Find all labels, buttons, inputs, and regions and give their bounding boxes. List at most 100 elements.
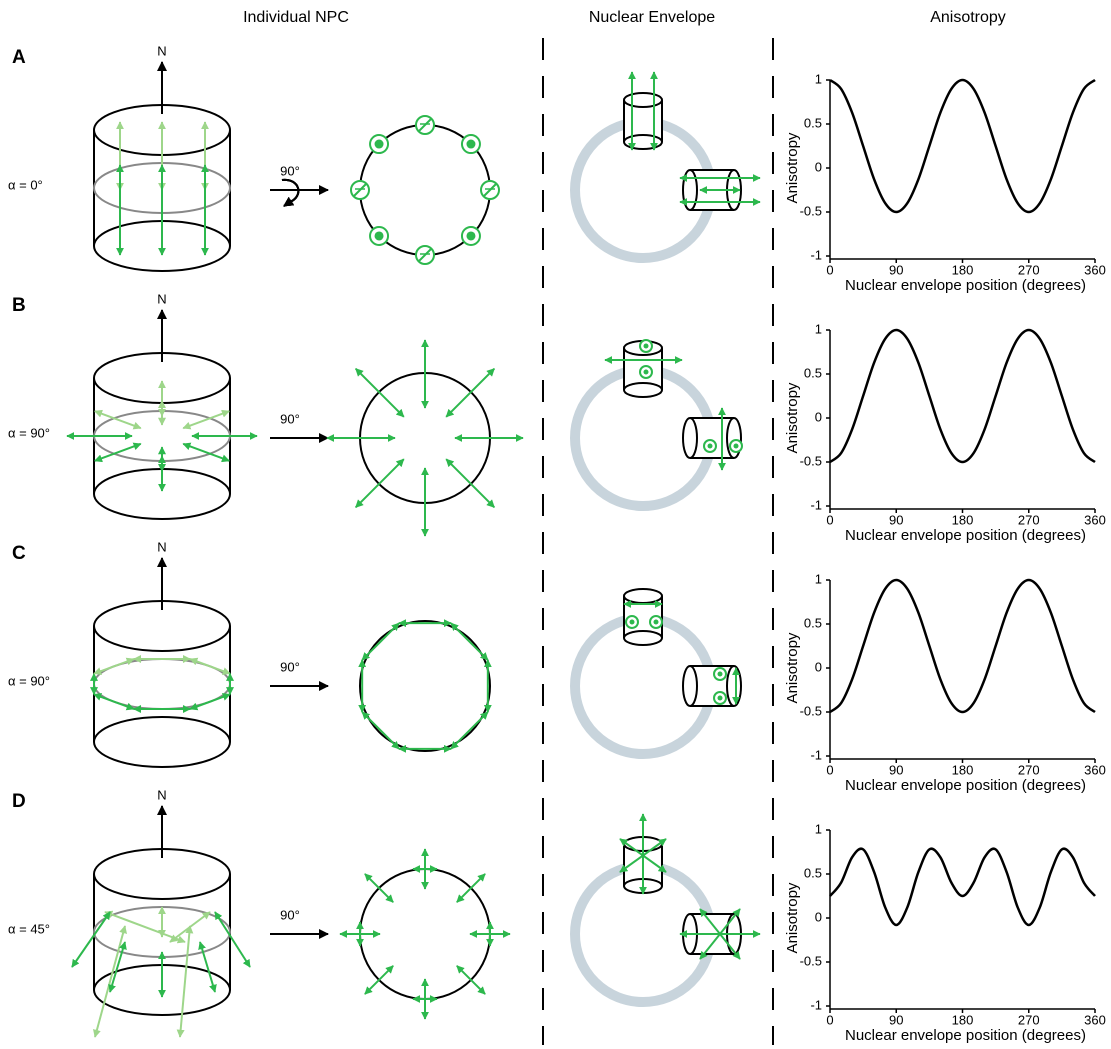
rotation-label: 90°: [280, 411, 300, 426]
north-label: N: [157, 539, 166, 554]
y-tick-label: 1: [815, 71, 822, 86]
y-tick-label: 0.5: [804, 865, 822, 880]
x-axis-label: Nuclear envelope position (degrees): [845, 277, 1086, 294]
x-tick-label: 0: [826, 1012, 833, 1027]
dipole-dot: [630, 620, 635, 625]
dipole-dot: [375, 140, 384, 149]
x-tick-label: 90: [889, 1012, 903, 1027]
dipole-dot: [718, 696, 723, 701]
y-tick-label: -0.5: [800, 703, 822, 718]
y-tick-label: -0.5: [800, 203, 822, 218]
x-tick-label: 180: [952, 512, 974, 527]
polarization-arrow: [365, 966, 393, 994]
dipole-dot: [375, 231, 384, 240]
polarization-arrow: [365, 874, 393, 902]
panel-label: B: [12, 295, 26, 316]
polarization-arrow: [215, 912, 250, 967]
dipole-dot: [654, 620, 659, 625]
polarization-arrow: [72, 912, 110, 967]
y-axis-label: Anisotropy: [784, 132, 801, 203]
polarization-arrow: [446, 459, 494, 507]
rotation-label: 90°: [280, 163, 300, 178]
polarization-arrow: [362, 623, 399, 660]
dipole-dot: [644, 370, 649, 375]
y-tick-label: -0.5: [800, 453, 822, 468]
x-tick-label: 0: [826, 262, 833, 277]
x-tick-label: 360: [1084, 512, 1106, 527]
panel-label: C: [12, 543, 26, 564]
x-axis-label: Nuclear envelope position (degrees): [845, 1027, 1086, 1044]
x-tick-label: 180: [952, 762, 974, 777]
rotation-label: 90°: [280, 659, 300, 674]
x-axis-label: Nuclear envelope position (degrees): [845, 777, 1086, 794]
north-label: N: [157, 43, 166, 58]
x-axis-label: Nuclear envelope position (degrees): [845, 527, 1086, 544]
y-tick-label: -1: [810, 247, 822, 262]
y-axis-label: Anisotropy: [784, 882, 801, 953]
polarization-arrow: [451, 623, 488, 660]
north-label: N: [157, 787, 166, 802]
polarization-arrow: [457, 966, 485, 994]
npc-ring: [360, 621, 490, 751]
y-tick-label: 0: [815, 659, 822, 674]
y-tick-label: 0: [815, 409, 822, 424]
polarization-arrow: [356, 369, 404, 417]
alpha-label: α = 45°: [8, 921, 50, 936]
panel-label: A: [12, 47, 26, 68]
x-tick-label: 360: [1084, 1012, 1106, 1027]
y-tick-label: 0.5: [804, 115, 822, 130]
rotation-curl: [282, 180, 298, 206]
dipole-dot: [708, 444, 713, 449]
x-tick-label: 270: [1018, 762, 1040, 777]
y-tick-label: 1: [815, 821, 822, 836]
x-tick-label: 180: [952, 262, 974, 277]
x-tick-label: 90: [889, 762, 903, 777]
rotation-label: 90°: [280, 907, 300, 922]
polarization-arrow: [94, 659, 134, 674]
dipole-dot: [734, 444, 739, 449]
alpha-label: α = 90°: [8, 425, 50, 440]
x-tick-label: 90: [889, 512, 903, 527]
x-tick-label: 0: [826, 512, 833, 527]
polarization-arrow: [362, 712, 399, 749]
y-tick-label: -1: [810, 747, 822, 762]
polarization-arrow: [457, 874, 485, 902]
x-tick-label: 270: [1018, 1012, 1040, 1027]
x-tick-label: 360: [1084, 762, 1106, 777]
column-header: Individual NPC: [243, 9, 349, 26]
y-tick-label: 0.5: [804, 615, 822, 630]
dipole-dot: [466, 231, 475, 240]
alpha-label: α = 90°: [8, 673, 50, 688]
polarization-arrow: [190, 694, 230, 709]
column-header: Nuclear Envelope: [589, 9, 715, 26]
x-tick-label: 270: [1018, 262, 1040, 277]
x-tick-label: 360: [1084, 262, 1106, 277]
ellipse: [94, 717, 230, 767]
x-tick-label: 90: [889, 262, 903, 277]
y-tick-label: 1: [815, 571, 822, 586]
y-axis-label: Anisotropy: [784, 632, 801, 703]
panel-label: D: [12, 791, 26, 812]
dipole-dot: [466, 140, 475, 149]
column-header: Anisotropy: [930, 9, 1006, 26]
polarization-arrow: [94, 694, 134, 709]
dipole-dot: [644, 344, 649, 349]
alpha-label: α = 0°: [8, 177, 43, 192]
y-tick-label: 1: [815, 321, 822, 336]
anisotropy-line: [830, 580, 1095, 712]
y-tick-label: -1: [810, 497, 822, 512]
polarization-arrow: [446, 369, 494, 417]
x-tick-label: 180: [952, 1012, 974, 1027]
y-axis-label: Anisotropy: [784, 382, 801, 453]
y-tick-label: 0: [815, 909, 822, 924]
polarization-arrow: [356, 459, 404, 507]
anisotropy-line: [830, 849, 1095, 925]
polarization-arrow: [105, 912, 185, 942]
y-tick-label: 0: [815, 159, 822, 174]
north-label: N: [157, 291, 166, 306]
y-tick-label: -1: [810, 997, 822, 1012]
dipole-dot: [718, 672, 723, 677]
figure: Individual NPC Nuclear Envelope Anisotro…: [0, 0, 1111, 1049]
diagrams: Aα = 0° N 90° Bα = 90° N 90° Cα = 90° N 90° Dα = …: [8, 43, 760, 1037]
